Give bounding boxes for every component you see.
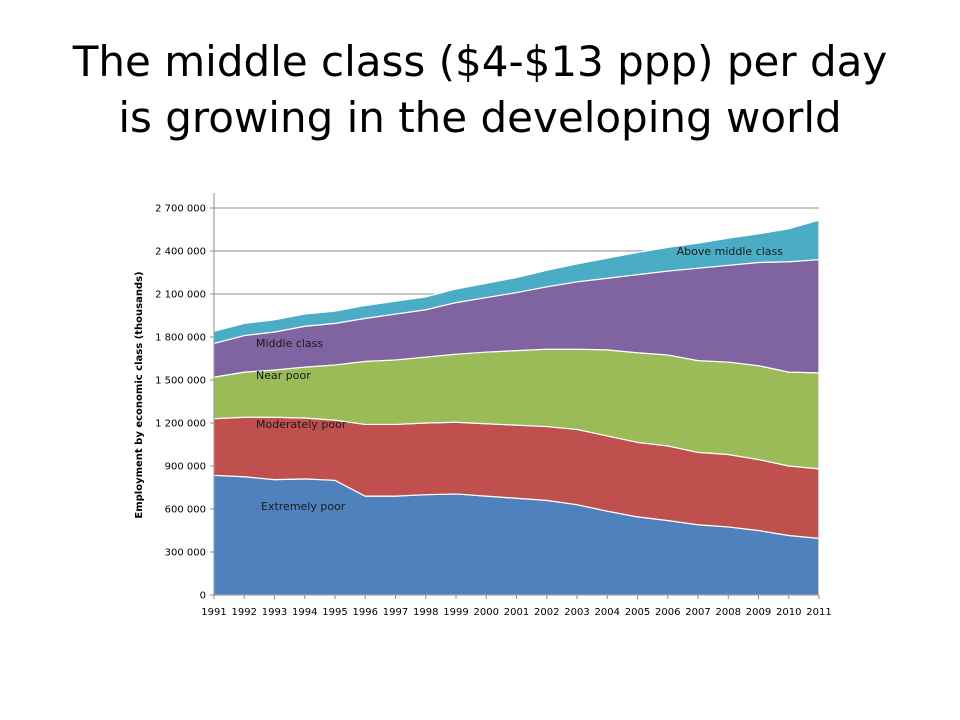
x-tick-label: 1998 bbox=[413, 607, 438, 618]
x-tick-label: 1996 bbox=[353, 607, 378, 618]
x-tick-label: 2009 bbox=[746, 607, 771, 618]
x-tick-label: 2011 bbox=[806, 607, 831, 618]
x-tick-label: 2002 bbox=[534, 607, 559, 618]
x-tick-label: 1995 bbox=[322, 607, 347, 618]
y-tick-label: 1 200 000 bbox=[155, 419, 206, 430]
series-label-extremely-poor: Extremely poor bbox=[261, 500, 346, 513]
axes: 0 300 000 600 000 900 000 1 200 000 1 500 000… bbox=[155, 193, 832, 618]
y-tick-label: 1 500 000 bbox=[155, 376, 206, 387]
y-tick-label: 600 000 bbox=[165, 505, 206, 516]
series-label-middle-class: Middle class bbox=[256, 337, 323, 350]
x-tick-label: 2004 bbox=[595, 607, 620, 618]
y-tick-label: 1 800 000 bbox=[155, 333, 206, 344]
y-tick-label: 300 000 bbox=[165, 548, 206, 559]
area-above-middle-class bbox=[213, 219, 820, 345]
slide-title-line-2: is growing in the developing world bbox=[118, 93, 842, 142]
x-tick-label: 2006 bbox=[655, 607, 680, 618]
y-tick-label: 2 700 000 bbox=[155, 204, 206, 215]
x-tick-label: 1992 bbox=[232, 607, 257, 618]
series-labels: Extremely poor Moderately poor Near poor Mi… bbox=[256, 245, 783, 513]
x-tick-label: 2008 bbox=[716, 607, 741, 618]
x-tick-label: 2000 bbox=[474, 607, 499, 618]
x-tick-label: 2010 bbox=[776, 607, 801, 618]
x-tick-label: 2007 bbox=[685, 607, 710, 618]
y-tick-label: 900 000 bbox=[165, 462, 206, 473]
y-tick-label: 2 400 000 bbox=[155, 247, 206, 258]
series-label-above-middle-class: Above middle class bbox=[677, 245, 784, 258]
x-tick-label: 1997 bbox=[383, 607, 408, 618]
x-tick-label: 1999 bbox=[443, 607, 468, 618]
y-axis-label: Employment by economic class (thousands) bbox=[134, 271, 145, 518]
x-tick-label: 2001 bbox=[504, 607, 529, 618]
x-tick-label: 1991 bbox=[201, 607, 226, 618]
x-tick-label: 1993 bbox=[262, 607, 287, 618]
x-tick-label: 1994 bbox=[292, 607, 317, 618]
series-label-moderately-poor: Moderately poor bbox=[256, 418, 347, 431]
y-tick-label: 0 bbox=[200, 591, 206, 602]
slide-title-line-1: The middle class ($4-$13 ppp) per day bbox=[72, 37, 888, 86]
area-series bbox=[213, 219, 820, 596]
y-tick-label: 2 100 000 bbox=[155, 290, 206, 301]
series-label-near-poor: Near poor bbox=[256, 369, 311, 382]
x-tick-label: 2003 bbox=[564, 607, 589, 618]
slide-title: The middle class ($4-$13 ppp) per day is… bbox=[40, 34, 920, 146]
x-tick-label: 2005 bbox=[625, 607, 650, 618]
